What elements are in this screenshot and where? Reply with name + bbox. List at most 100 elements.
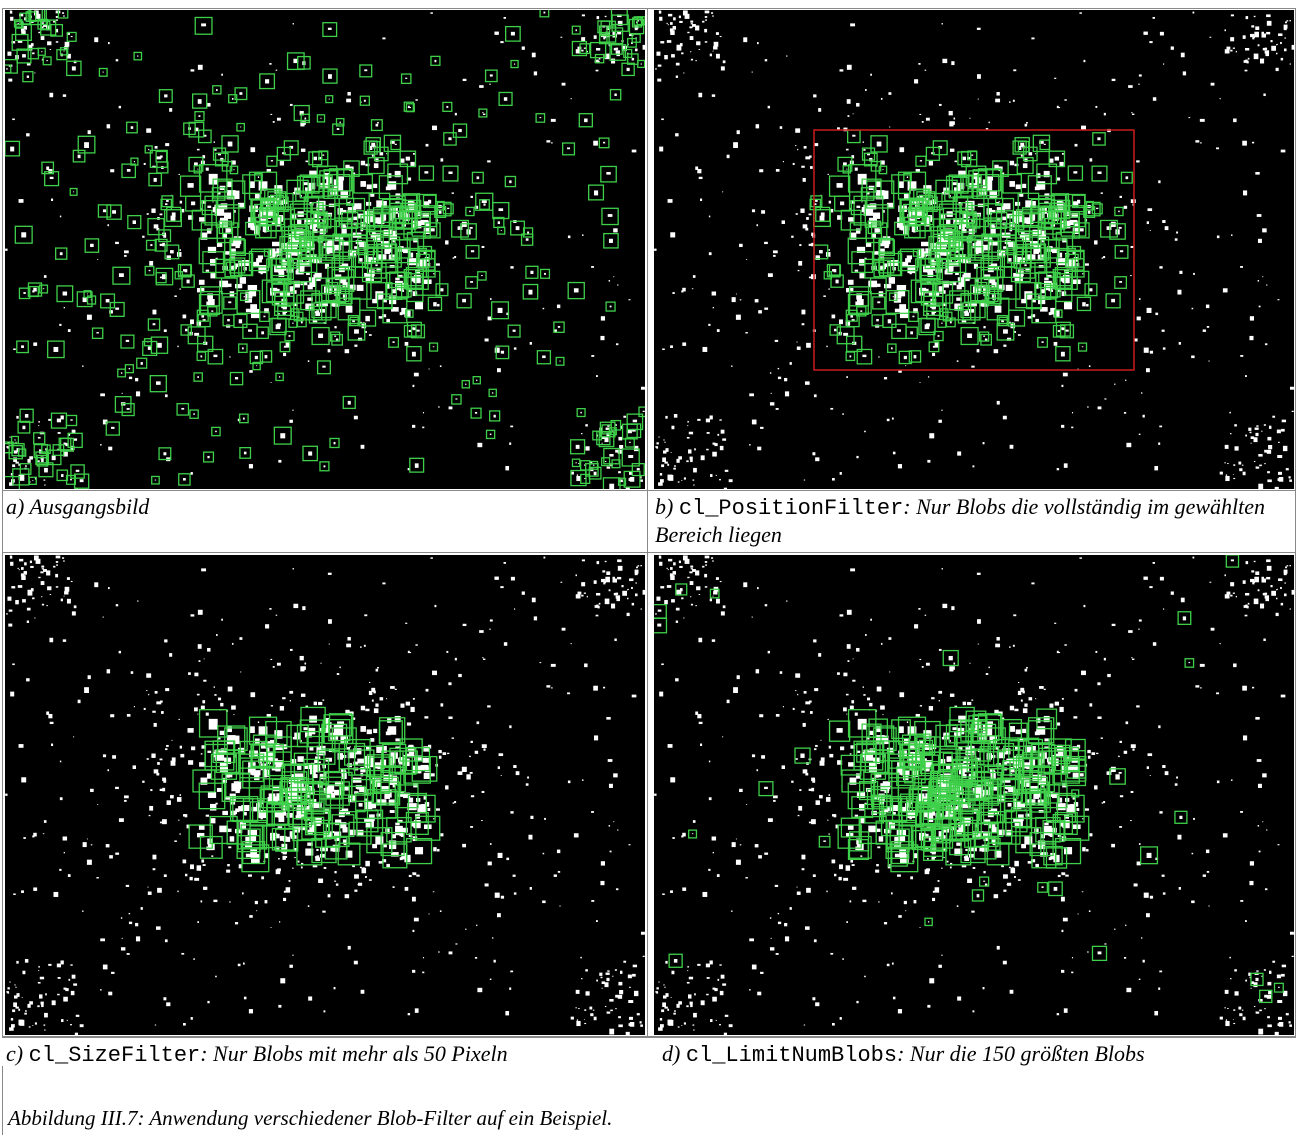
blob-pixel (48, 713, 53, 719)
blob-pixel (46, 60, 48, 62)
blob-pixel (1055, 722, 1061, 726)
blob-pixel (676, 589, 682, 596)
blob-pixel (206, 301, 213, 306)
blob-pixel (1179, 270, 1183, 274)
blob-pixel (181, 407, 185, 410)
blob-bounding-box (283, 763, 314, 793)
blob-pixel (148, 693, 150, 696)
blob-bounding-box (359, 309, 377, 327)
blob-pixel (934, 342, 940, 348)
blob-pixel (938, 103, 942, 106)
blob-pixel (277, 281, 283, 285)
blob-pixel (343, 786, 349, 791)
blob-pixel (690, 459, 693, 463)
blob-pixel (1015, 184, 1021, 190)
blob-pixel (615, 47, 619, 50)
blob-pixel (851, 155, 855, 159)
blob-bounding-box (878, 252, 903, 277)
blob-pixel (96, 332, 99, 334)
blob-pixel (1235, 50, 1237, 53)
blob-pixel (1008, 866, 1011, 869)
blob-bounding-box (397, 247, 427, 278)
blob-pixel (430, 773, 435, 777)
blob-pixel (408, 206, 415, 213)
blob-pixel (575, 1007, 577, 1009)
blob-pixel (1180, 597, 1185, 603)
blob-bounding-box (631, 17, 643, 28)
blob-pixel (715, 32, 719, 35)
blob-bounding-box (489, 410, 501, 422)
blob-pixel (1081, 125, 1086, 131)
blob-pixel (370, 235, 376, 239)
blob-pixel (476, 379, 478, 382)
blob-pixel (662, 995, 667, 999)
blob-pixel (1233, 118, 1237, 123)
blob-pixel (309, 279, 317, 287)
blob-bounding-box (242, 174, 262, 195)
blob-pixel (584, 477, 587, 480)
blob-pixel (693, 1029, 695, 1031)
blob-bounding-box (311, 202, 324, 215)
blob-pixel (697, 418, 701, 421)
blob-pixel (8, 609, 13, 612)
blob-pixel (239, 671, 242, 673)
blob-pixel (62, 639, 67, 642)
blob-pixel (243, 811, 247, 816)
blob-bounding-box (54, 247, 68, 260)
blob-bounding-box (1016, 157, 1034, 175)
blob-bounding-box (451, 394, 462, 405)
blob-pixel (1031, 37, 1035, 40)
blob-pixel (854, 167, 858, 171)
blob-pixel (1040, 307, 1048, 312)
blob-pixel (283, 836, 291, 842)
blob-pixel (831, 269, 836, 272)
blob-pixel (1003, 246, 1008, 249)
blob-bounding-box (452, 123, 468, 138)
blob-pixel (1097, 137, 1101, 141)
blob-pixel (360, 989, 365, 994)
blob-pixel (232, 190, 240, 200)
blob-pixel (188, 760, 194, 765)
blob-pixel (1286, 20, 1289, 22)
blob-pixel (81, 910, 84, 912)
blob-pixel (228, 773, 233, 778)
blob-pixel (819, 250, 823, 254)
blob-pixel (988, 121, 990, 124)
blob-bounding-box (978, 331, 990, 342)
blob-bounding-box (915, 258, 938, 281)
blob-bounding-box (1002, 173, 1023, 194)
blob-pixel (704, 16, 708, 18)
blob-pixel (70, 419, 73, 421)
blob-pixel (171, 212, 176, 217)
blob-pixel (279, 706, 285, 711)
blob-pixel (164, 639, 168, 643)
blob-pixel (239, 126, 242, 128)
blob-pixel (882, 169, 884, 171)
blob-pixel (553, 329, 557, 332)
blob-pixel (90, 844, 93, 846)
blob-pixel (298, 786, 306, 793)
blob-pixel (1280, 149, 1286, 153)
blob-pixel (6, 68, 8, 70)
blob-bounding-box (1038, 202, 1066, 230)
blob-pixel (924, 324, 930, 330)
blob-pixel (608, 783, 613, 788)
blob-bounding-box (430, 55, 441, 66)
blob-bounding-box (211, 426, 221, 437)
blob-pixel (26, 133, 30, 137)
blob-pixel (1061, 929, 1064, 933)
blob-pixel (412, 291, 418, 297)
blob-bounding-box (1120, 171, 1133, 184)
blob-pixel (1164, 226, 1169, 231)
blob-pixel (986, 176, 994, 181)
blob-pixel (670, 30, 675, 35)
blob-pixel (910, 331, 914, 335)
blob-pixel (1083, 604, 1086, 608)
blob-pixel (182, 859, 187, 864)
blob-pixel (687, 425, 689, 427)
blob-bounding-box (72, 149, 86, 163)
blob-bounding-box (826, 263, 841, 278)
blob-pixel (162, 787, 166, 792)
blob-pixel (430, 557, 433, 559)
blob-bounding-box (897, 250, 919, 272)
